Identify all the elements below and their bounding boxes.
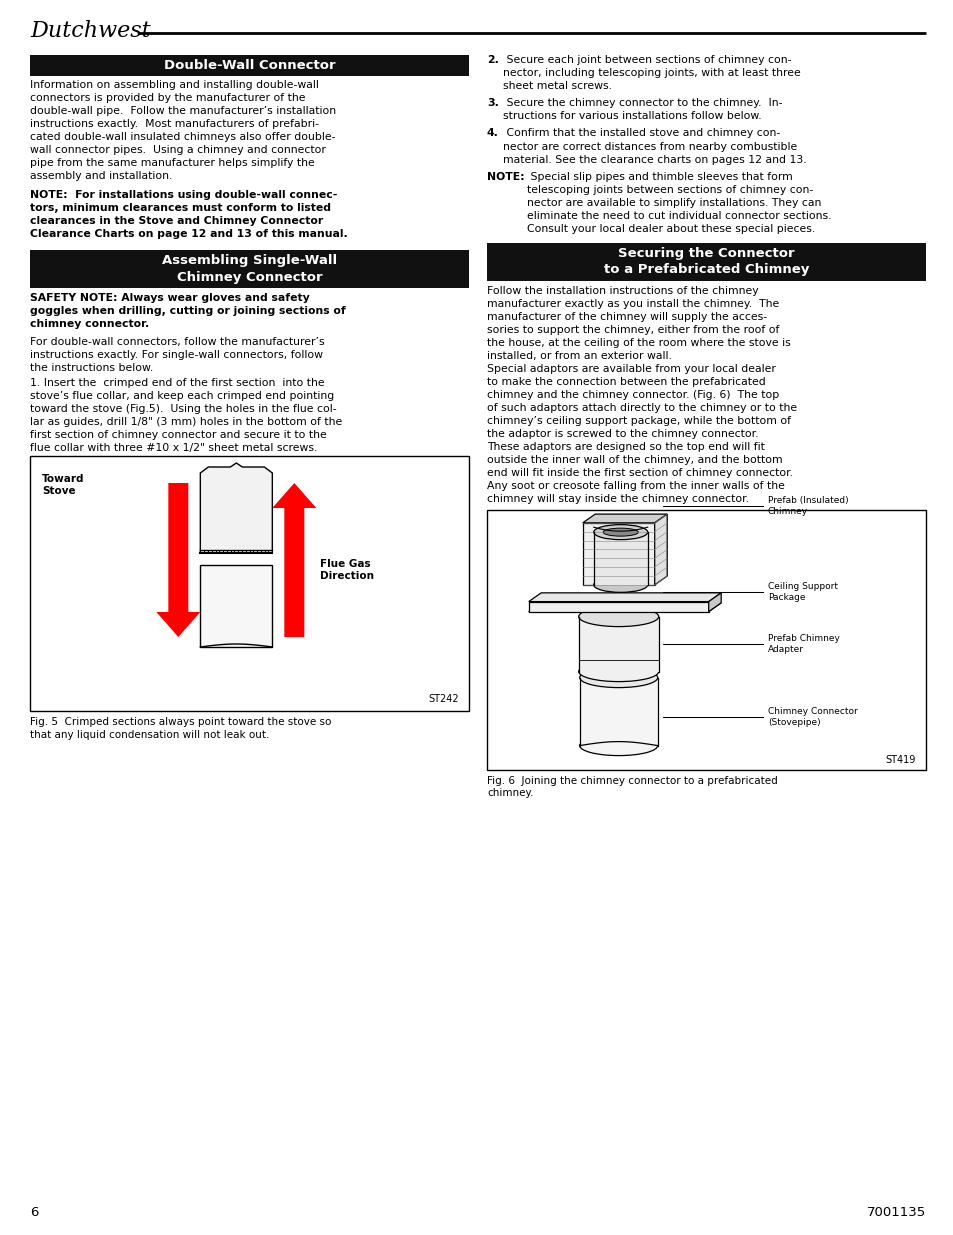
Ellipse shape <box>578 662 658 682</box>
Text: Chimney Connector
(Stovepipe): Chimney Connector (Stovepipe) <box>767 706 857 726</box>
Text: ST242: ST242 <box>428 694 458 704</box>
Ellipse shape <box>578 606 658 626</box>
Bar <box>200 564 272 647</box>
Ellipse shape <box>579 736 657 756</box>
Text: Prefab (Insulated)
Chimney: Prefab (Insulated) Chimney <box>767 496 848 516</box>
Text: Toward
Stove: Toward Stove <box>42 474 85 496</box>
Ellipse shape <box>602 529 638 536</box>
Text: Fig. 6  Joining the chimney connector to a prefabricated
chimney.: Fig. 6 Joining the chimney connector to … <box>486 776 777 798</box>
Text: Fig. 5  Crimped sections always point toward the stove so
that any liquid conden: Fig. 5 Crimped sections always point tow… <box>30 718 331 740</box>
Text: 4.: 4. <box>486 128 498 138</box>
Ellipse shape <box>579 668 657 688</box>
Text: Special slip pipes and thimble sleeves that form
telescoping joints between sect: Special slip pipes and thimble sleeves t… <box>526 172 831 233</box>
Polygon shape <box>582 522 654 585</box>
Text: Flue Gas
Direction: Flue Gas Direction <box>320 558 374 582</box>
Text: Double-Wall Connector: Double-Wall Connector <box>164 59 335 72</box>
Bar <box>30 56 469 77</box>
Text: Confirm that the installed stove and chimney con-
nector are correct distances f: Confirm that the installed stove and chi… <box>502 128 806 164</box>
Text: Assembling Single-Wall
Chimney Connector: Assembling Single-Wall Chimney Connector <box>162 254 336 284</box>
Text: These adaptors are designed so the top end will fit
outside the inner wall of th: These adaptors are designed so the top e… <box>486 442 792 504</box>
Bar <box>579 678 657 746</box>
Bar <box>593 532 647 585</box>
Text: Secure the chimney connector to the chimney.  In-
structions for various install: Secure the chimney connector to the chim… <box>502 98 781 121</box>
Bar <box>30 456 469 711</box>
Polygon shape <box>708 593 720 611</box>
Ellipse shape <box>593 577 647 593</box>
Bar <box>578 616 658 672</box>
Polygon shape <box>654 514 666 585</box>
Polygon shape <box>528 601 708 611</box>
Text: Follow the installation instructions of the chimney
manufacturer exactly as you : Follow the installation instructions of … <box>486 285 790 361</box>
Text: Secure each joint between sections of chimney con-
nector, including telescoping: Secure each joint between sections of ch… <box>502 56 800 91</box>
Text: 7001135: 7001135 <box>866 1207 925 1219</box>
Text: NOTE:: NOTE: <box>486 172 524 182</box>
Text: Ceiling Support
Package: Ceiling Support Package <box>767 582 837 601</box>
Text: 6: 6 <box>30 1207 38 1219</box>
Text: Securing the Connector
to a Prefabricated Chimney: Securing the Connector to a Prefabricate… <box>603 247 808 277</box>
Polygon shape <box>528 593 720 601</box>
Text: 2.: 2. <box>486 56 498 65</box>
Text: Special adaptors are available from your local dealer
to make the connection bet: Special adaptors are available from your… <box>486 363 797 438</box>
Polygon shape <box>156 483 200 637</box>
Text: SAFETY NOTE: Always wear gloves and safety
goggles when drilling, cutting or joi: SAFETY NOTE: Always wear gloves and safe… <box>30 293 345 329</box>
Polygon shape <box>272 483 316 637</box>
Text: 1. Insert the  crimped end of the first section  into the
stove’s flue collar, a: 1. Insert the crimped end of the first s… <box>30 378 342 453</box>
Text: Prefab Chimney
Adapter: Prefab Chimney Adapter <box>767 634 839 655</box>
Ellipse shape <box>593 525 647 540</box>
Text: 3.: 3. <box>486 98 498 109</box>
Text: For double-wall connectors, follow the manufacturer’s
instructions exactly. For : For double-wall connectors, follow the m… <box>30 337 324 373</box>
Polygon shape <box>582 514 666 522</box>
Polygon shape <box>200 463 272 553</box>
Text: Information on assembling and installing double-wall
connectors is provided by t: Information on assembling and installing… <box>30 80 335 182</box>
Polygon shape <box>528 603 720 611</box>
Bar <box>30 249 469 288</box>
Bar <box>486 510 925 769</box>
Bar <box>486 242 925 280</box>
Text: Dutchwest: Dutchwest <box>30 20 151 42</box>
Text: ST419: ST419 <box>884 755 915 764</box>
Text: NOTE:  For installations using double-wall connec-
tors, minimum clearances must: NOTE: For installations using double-wal… <box>30 190 348 240</box>
